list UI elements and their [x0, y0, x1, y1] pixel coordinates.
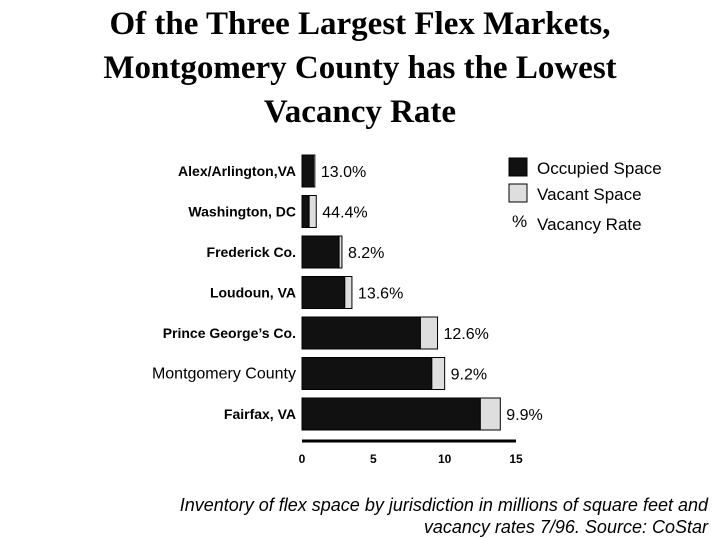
category-label: Prince George’s Co. — [163, 325, 296, 341]
vacancy-rate-label: 8.2% — [348, 245, 384, 262]
category-label: Washington, DC — [188, 204, 296, 220]
bar-occupied — [301, 235, 340, 269]
vacancy-rate-label: 12.6% — [444, 326, 489, 343]
category-label: Montgomery County — [152, 366, 296, 383]
bar-vacant — [431, 357, 446, 390]
legend-label-occupied: Occupied Space — [537, 159, 662, 178]
x-tick-label: 0 — [299, 452, 306, 466]
vacancy-rate-label: 9.2% — [451, 367, 487, 384]
legend-swatch-vacant — [508, 183, 528, 203]
category-label: Loudoun, VA — [210, 285, 296, 301]
category-label: Fairfax, VA — [224, 406, 296, 422]
bar-occupied — [301, 397, 481, 431]
data-labels: 13.0% 44.4% 8.2% 13.6% 12.6% 9.2% 9.9% — [321, 164, 543, 424]
x-axis: 0 5 10 15 — [299, 439, 523, 466]
bar-vacant — [479, 397, 501, 431]
category-labels: Alex/Arlington,VA Washington, DC Frederick… — [152, 163, 296, 422]
bar-vacant — [338, 235, 343, 269]
bar-occupied — [301, 316, 421, 350]
bar-vacant — [312, 154, 316, 188]
title-line-3: Vacancy Rate — [263, 94, 457, 130]
chart-caption: Inventory of flex space by jurisdiction … — [68, 494, 708, 538]
legend: Occupied Space Vacant Space % Vacancy Ra… — [508, 157, 662, 234]
chart-title: Of the Three Largest Flex Markets, Montg… — [0, 2, 720, 134]
bar-occupied — [301, 276, 346, 309]
x-tick-label: 15 — [509, 452, 523, 466]
bar-occupied — [301, 154, 314, 188]
bar-occupied — [301, 357, 433, 390]
bars-group — [301, 154, 501, 431]
x-tick-label: 5 — [370, 452, 377, 466]
legend-label-rate: Vacancy Rate — [537, 215, 642, 234]
vacancy-rate-label: 13.6% — [358, 286, 403, 303]
caption-line-2: vacancy rates 7/96. Source: CoStar — [423, 517, 708, 537]
caption-line-1: Inventory of flex space by jurisdiction … — [179, 495, 708, 515]
bar-vacant — [419, 316, 439, 350]
title-line-1: Of the Three Largest Flex Markets, — [109, 6, 611, 42]
bar-vacant — [344, 276, 353, 309]
x-tick-label: 10 — [438, 452, 452, 466]
legend-swatch-occupied — [508, 157, 528, 177]
vacancy-rate-label: 9.9% — [506, 407, 542, 424]
legend-label-vacant: Vacant Space — [537, 185, 642, 204]
category-label: Alex/Arlington,VA — [178, 163, 296, 179]
bar-occupied — [301, 195, 310, 228]
vacancy-rate-label: 13.0% — [321, 164, 366, 181]
category-label: Frederick Co. — [207, 244, 296, 260]
vacancy-rate-label: 44.4% — [322, 205, 367, 222]
legend-rate-symbol: % — [512, 212, 527, 231]
title-line-2: Montgomery County has the Lowest — [103, 50, 617, 86]
bar-vacant — [308, 195, 317, 228]
